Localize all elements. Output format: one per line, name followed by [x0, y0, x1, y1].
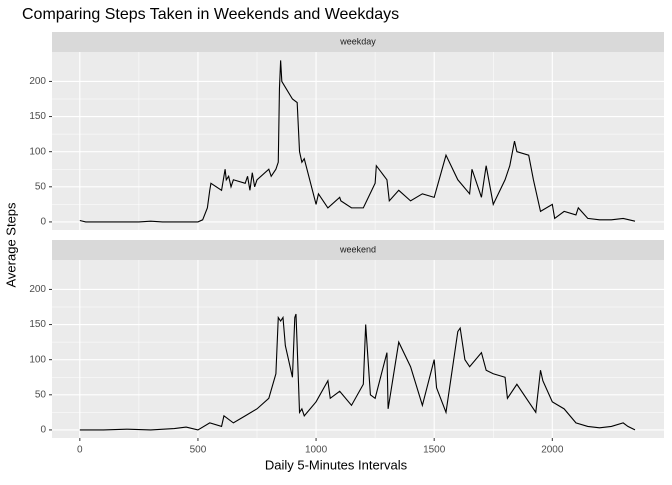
y-tick-label: 50	[35, 181, 47, 192]
chart-title: Comparing Steps Taken in Weekends and We…	[22, 6, 399, 23]
panel	[52, 260, 664, 438]
y-tick-label: 150	[29, 319, 46, 330]
x-axis-label: Daily 5-Minutes Intervals	[265, 457, 408, 472]
y-tick-label: 100	[29, 146, 46, 157]
y-tick-label: 50	[35, 389, 47, 400]
data-line	[79, 60, 636, 223]
y-axis-label: Average Steps	[3, 202, 18, 288]
y-tick-label: 0	[40, 217, 46, 228]
y-tick-label: 100	[29, 354, 46, 365]
x-tick-label: 2000	[541, 445, 564, 456]
data-line	[79, 313, 636, 431]
strip-label: weekday	[339, 36, 376, 46]
y-tick-label: 150	[29, 111, 46, 122]
strip-label: weekend	[339, 244, 376, 254]
panel	[52, 52, 664, 230]
strip	[52, 240, 664, 260]
y-tick-label: 200	[29, 284, 46, 295]
strip	[52, 32, 664, 52]
x-tick-label: 1000	[305, 445, 328, 456]
y-tick-label: 0	[40, 425, 46, 436]
x-tick-label: 500	[190, 445, 207, 456]
x-tick-label: 1500	[423, 445, 446, 456]
y-tick-label: 200	[29, 76, 46, 87]
x-tick-label: 0	[77, 445, 83, 456]
